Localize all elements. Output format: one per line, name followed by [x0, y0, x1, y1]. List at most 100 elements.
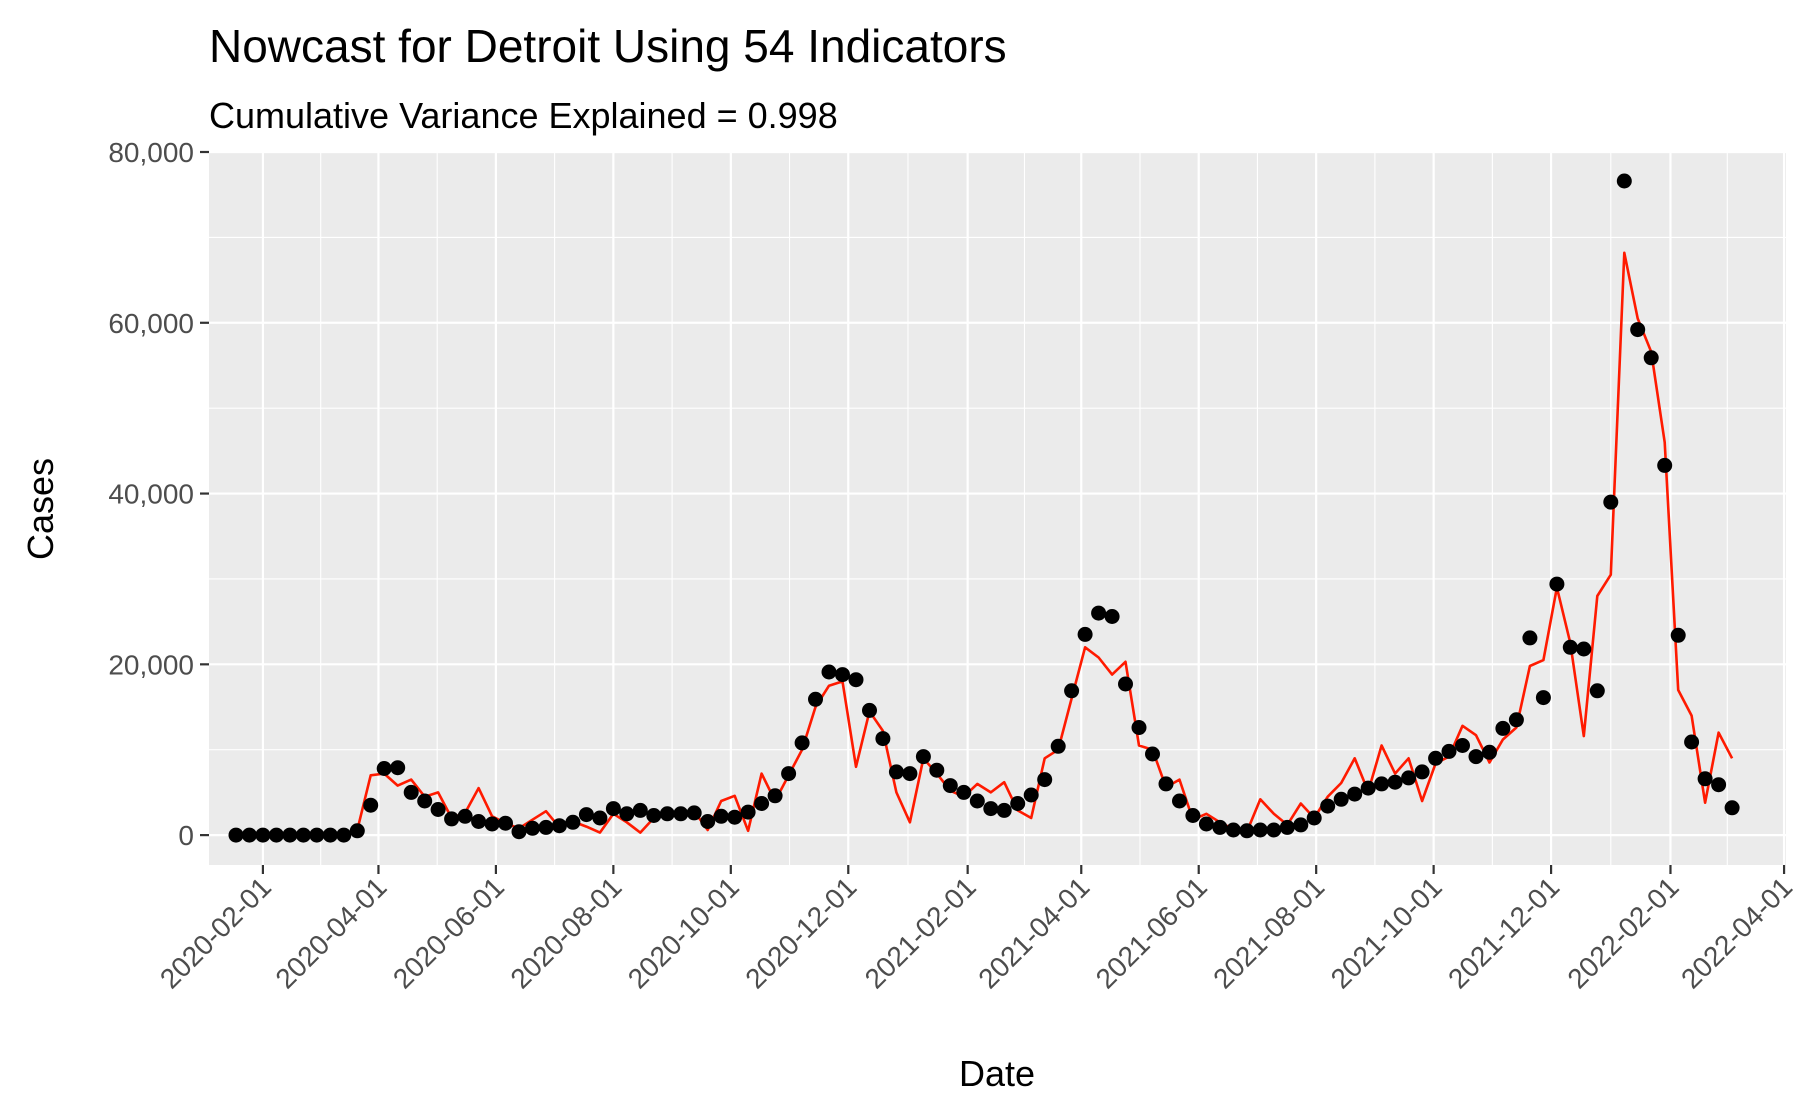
data-point: [1603, 494, 1619, 510]
data-point: [1333, 791, 1349, 807]
x-tick-label: 2020-06-01: [387, 871, 510, 994]
data-point: [740, 804, 756, 820]
data-point: [1670, 627, 1686, 643]
data-point: [228, 827, 244, 843]
data-point: [430, 802, 446, 817]
data-point: [241, 827, 257, 843]
data-point: [551, 818, 567, 834]
data-point: [1495, 720, 1511, 736]
data-point: [942, 778, 958, 794]
data-point: [1441, 743, 1457, 759]
data-point: [376, 761, 392, 776]
data-point: [1360, 780, 1376, 796]
data-point: [538, 819, 554, 835]
data-point: [1522, 630, 1538, 646]
data-point: [686, 805, 702, 821]
data-point: [1010, 796, 1026, 811]
data-point: [1225, 822, 1241, 838]
data-point: [1657, 457, 1673, 473]
data-point: [1562, 639, 1578, 655]
y-tick-label: 60,000: [108, 308, 194, 339]
data-point: [1266, 822, 1282, 838]
data-point: [754, 796, 770, 811]
data-point: [390, 760, 406, 776]
data-point: [1387, 774, 1403, 790]
data-point: [1347, 786, 1363, 802]
x-tick-label: 2021-08-01: [1207, 871, 1330, 994]
data-point: [1549, 576, 1565, 592]
data-point: [1630, 322, 1646, 338]
x-tick-label: 2021-10-01: [1325, 871, 1448, 994]
data-point: [781, 766, 797, 782]
data-point: [983, 801, 999, 817]
data-point: [1535, 690, 1551, 706]
data-point: [484, 816, 500, 832]
data-point: [1172, 793, 1187, 809]
data-point: [309, 827, 325, 843]
data-point: [1468, 749, 1484, 765]
data-point: [1589, 683, 1605, 699]
data-point: [336, 827, 352, 843]
data-point: [1428, 750, 1444, 766]
data-point: [1711, 777, 1727, 793]
data-point: [1616, 173, 1632, 189]
y-tick-label: 80,000: [108, 137, 194, 168]
data-point: [875, 731, 891, 747]
x-tick-label: 2020-10-01: [622, 871, 745, 994]
data-point: [268, 827, 284, 843]
data-point: [417, 793, 433, 809]
data-point: [498, 815, 513, 831]
x-tick-label: 2020-12-01: [739, 871, 862, 994]
chart-title: Nowcast for Detroit Using 54 Indicators: [209, 20, 1007, 72]
data-point: [1077, 626, 1093, 642]
x-tick-label: 2021-06-01: [1090, 871, 1213, 994]
data-point: [646, 808, 662, 823]
y-tick-label: 0: [178, 820, 194, 851]
x-axis-title: Date: [959, 1053, 1035, 1094]
data-point: [295, 827, 311, 843]
data-point: [525, 820, 540, 836]
data-point: [1037, 772, 1053, 788]
data-point: [1293, 817, 1309, 833]
data-point: [363, 797, 379, 813]
data-point: [929, 762, 945, 778]
data-point: [632, 802, 648, 818]
data-point: [1064, 683, 1080, 699]
data-point: [956, 784, 972, 800]
data-point: [1023, 787, 1039, 803]
series-layer: [228, 173, 1740, 843]
grid-minor: [209, 152, 1786, 865]
data-point: [1198, 816, 1214, 832]
data-point: [322, 827, 338, 843]
data-point: [659, 806, 675, 822]
nowcast-line: [236, 251, 1734, 837]
data-point: [282, 827, 298, 843]
data-point: [888, 764, 904, 780]
data-point: [1374, 776, 1390, 792]
data-point: [605, 801, 621, 817]
data-point: [444, 811, 460, 827]
data-point: [1482, 744, 1497, 760]
data-point: [511, 824, 527, 840]
data-point: [1724, 800, 1740, 816]
grid-major: [209, 150, 1786, 865]
data-point: [1697, 771, 1713, 787]
data-point: [1508, 712, 1524, 728]
data-point: [1050, 738, 1066, 754]
data-point: [969, 793, 985, 809]
data-point: [1401, 770, 1417, 786]
data-point: [1279, 819, 1295, 835]
data-point: [1320, 798, 1336, 814]
plot-panel: [209, 152, 1786, 865]
data-point: [403, 784, 419, 800]
y-tick-label: 40,000: [108, 479, 194, 510]
data-point: [1131, 720, 1147, 735]
x-tick-label: 2020-04-01: [269, 871, 392, 994]
x-tick-label: 2022-02-01: [1562, 871, 1685, 994]
data-point: [592, 810, 608, 826]
data-point: [700, 814, 716, 829]
data-point: [578, 807, 594, 823]
x-tick-label: 2020-02-01: [154, 871, 277, 994]
data-point: [619, 806, 635, 822]
